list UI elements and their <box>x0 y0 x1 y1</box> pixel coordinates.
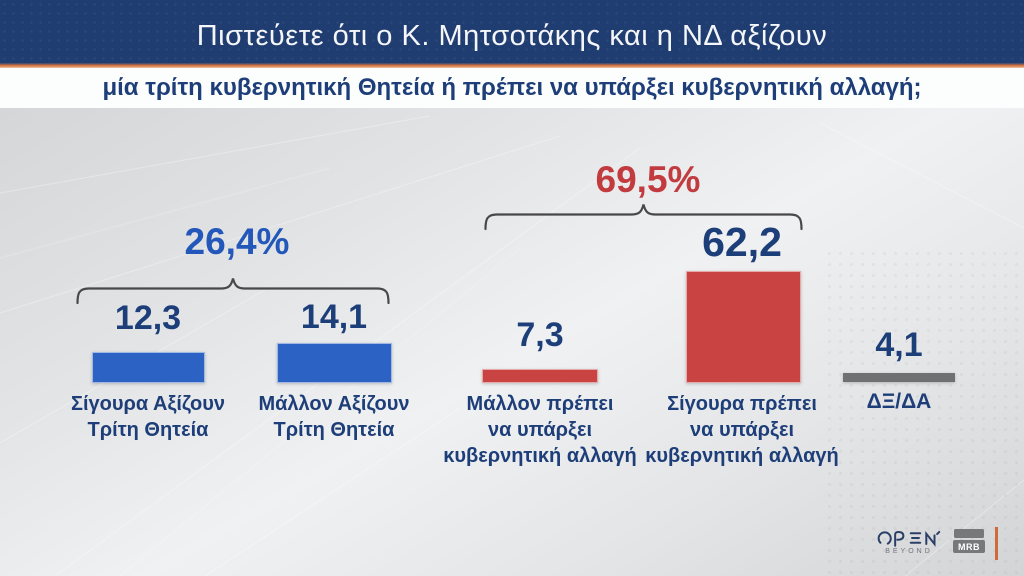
label-line: Μάλλον Αξίζουν <box>258 393 410 415</box>
right-group-total: 69,5% <box>595 159 701 200</box>
label-line: Τρίτη Θητεία <box>273 419 395 441</box>
label-line: Τρίτη Θητεία <box>87 419 209 441</box>
header-subtitle-bar: μία τρίτη κυβερνητική Θητεία ή πρέπει να… <box>0 68 1024 108</box>
bar-dk-da <box>843 373 955 382</box>
label-line: κυβερνητική αλλαγή <box>645 445 839 467</box>
bar-value-certainly-deserve: 12,3 <box>114 299 182 337</box>
header-title: Πιστεύετε ότι ο Κ. Μητσοτάκης και η ΝΔ α… <box>196 20 828 52</box>
open-logo-icon <box>877 530 941 547</box>
label-line: κυβερνητική αλλαγή <box>443 445 637 467</box>
label-line: να υπάρξει <box>690 419 794 441</box>
bar-probably-change <box>482 369 598 383</box>
bar-value-certainly-change: 62,2 <box>702 219 782 265</box>
bar-probably-deserve <box>277 343 392 383</box>
left-group-bracket-icon <box>76 278 390 305</box>
header-title-bar: Πιστεύετε ότι ο Κ. Μητσοτάκης και η ΝΔ α… <box>0 0 1024 63</box>
bar-label-certainly-change: Σίγουρα πρέπει να υπάρξει κυβερνητική αλ… <box>638 391 846 469</box>
label-line: να υπάρξει <box>488 419 592 441</box>
bar-certainly-deserve <box>92 352 205 383</box>
bar-label-dk-da: ΔΞ/ΔΑ <box>843 389 955 415</box>
logo-divider-line <box>995 527 998 560</box>
bar-value-dk-da: 4,1 <box>875 326 923 364</box>
header-accent-line <box>0 63 1024 68</box>
bar-certainly-change <box>686 271 801 383</box>
mrb-label: MRB <box>958 541 980 552</box>
right-group-bracket-icon <box>484 204 803 231</box>
beyond-label: BEYOND <box>885 548 933 555</box>
bar-value-probably-change: 7,3 <box>516 316 564 354</box>
label-line: Σίγουρα Αξίζουν <box>71 393 225 415</box>
bar-label-certainly-deserve: Σίγουρα Αξίζουν Τρίτη Θητεία <box>48 391 248 443</box>
mrb-logo: MRB <box>953 529 985 553</box>
open-tv-logo: BEYOND <box>874 529 944 555</box>
header-subtitle: μία τρίτη κυβερνητική Θητεία ή πρέπει να… <box>102 74 922 101</box>
left-group-total: 26,4% <box>184 221 290 262</box>
bar-label-probably-deserve: Μάλλον Αξίζουν Τρίτη Θητεία <box>234 391 434 443</box>
label-line: Μάλλον πρέπει <box>466 393 614 415</box>
mrb-logo-bar <box>954 529 984 538</box>
mrb-logo-box: MRB <box>953 540 985 553</box>
label-line: Σίγουρα πρέπει <box>667 393 817 415</box>
label-line: ΔΞ/ΔΑ <box>866 390 932 413</box>
bar-value-probably-deserve: 14,1 <box>300 298 368 336</box>
bar-label-probably-change: Μάλλον πρέπει να υπάρξει κυβερνητική αλλ… <box>436 391 644 469</box>
